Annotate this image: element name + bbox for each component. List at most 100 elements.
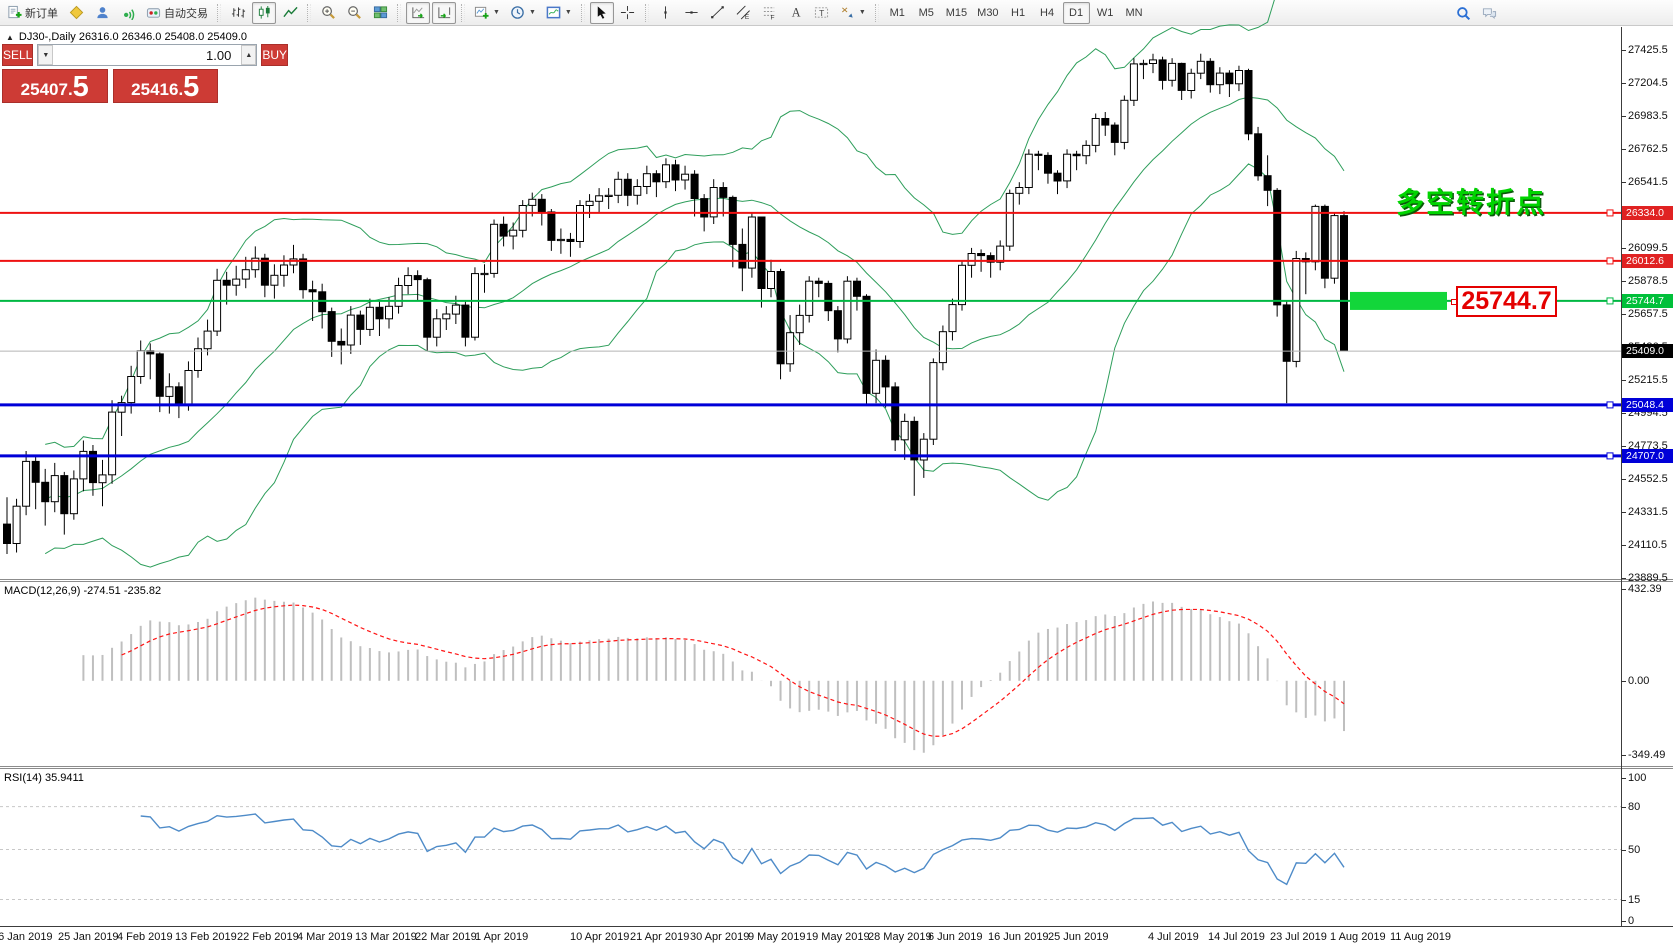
date-label: 16 Jan 2019: [0, 931, 53, 943]
timeframe-m30[interactable]: M30: [973, 2, 1002, 24]
axis-tick-label: 0.00: [1628, 674, 1650, 687]
tile-windows-button[interactable]: [368, 2, 392, 24]
timeframe-w1[interactable]: W1: [1092, 2, 1119, 24]
panel-collapse-arrow-icon[interactable]: ▲: [6, 32, 14, 42]
timeframe-mn[interactable]: MN: [1121, 2, 1148, 24]
zoom-out-icon: [347, 6, 361, 19]
timeframe-m15-label: M15: [945, 6, 968, 19]
timeframe-m5[interactable]: M5: [913, 2, 940, 24]
timeframe-h1-label: H1: [1011, 6, 1026, 19]
volume-decrease-button[interactable]: ▼: [38, 45, 54, 65]
axis-tick: [1621, 412, 1626, 414]
axis-tick-label: 25878.5: [1628, 274, 1668, 287]
svg-text:E: E: [745, 14, 750, 20]
autotrading-button[interactable]: 自动交易: [142, 2, 212, 24]
timeframe-d1-label: D1: [1069, 6, 1084, 19]
axis-tick-label: 24331.5: [1628, 505, 1668, 518]
macd-histogram: [82, 597, 1345, 753]
trendline-button[interactable]: [706, 2, 730, 24]
volume-input[interactable]: [53, 45, 242, 65]
toolbar-separator: [461, 3, 465, 22]
chart-annotation-text[interactable]: 多空转折点: [1396, 187, 1547, 218]
profile-button[interactable]: [90, 2, 114, 24]
axis-tick: [1621, 778, 1626, 779]
signals-button[interactable]: [116, 2, 140, 24]
vline-icon: [664, 6, 667, 19]
candlestick-mode-button[interactable]: [252, 1, 276, 24]
timeframe-m15[interactable]: M15: [942, 2, 971, 24]
new-chart-icon: [474, 6, 489, 19]
toolbar-separator: [307, 3, 311, 22]
crosshair-button[interactable]: [616, 2, 640, 24]
new-order-button[interactable]: 新订单: [3, 2, 62, 24]
line-endpoint-handle[interactable]: [1606, 209, 1614, 217]
zoom-out-button[interactable]: [342, 2, 366, 24]
date-label: 22 Feb 2019: [237, 931, 299, 943]
timeframe-m1[interactable]: M1: [884, 2, 911, 24]
sell-price-main: 25407.: [20, 80, 73, 99]
buy-button[interactable]: BUY: [261, 44, 289, 66]
vertical-line-button[interactable]: [654, 2, 678, 24]
date-label: 25 Jun 2019: [1048, 931, 1109, 943]
price-callout-box[interactable]: 25744.7: [1451, 286, 1557, 317]
timeframe-h1[interactable]: H1: [1005, 2, 1032, 24]
chart-shift-button[interactable]: [432, 1, 456, 24]
timeframe-d1[interactable]: D1: [1062, 1, 1090, 24]
axis-tick-label: 24110.5: [1628, 538, 1667, 551]
sell-button[interactable]: SELL: [2, 44, 34, 66]
volume-increase-button[interactable]: ▲: [241, 45, 257, 65]
metaeditor-button[interactable]: [64, 2, 88, 24]
arrows-button[interactable]: ▼: [836, 2, 870, 24]
axis-tick-label: 26099.5: [1628, 241, 1668, 254]
axis-tick-label: 25657.5: [1628, 307, 1668, 320]
axis-tick: [1621, 899, 1626, 901]
line-endpoint-handle[interactable]: [1606, 257, 1614, 265]
chart-title-text: DJ30-,Daily 26316.0 26346.0 25408.0 2540…: [18, 31, 248, 43]
fibonacci-button[interactable]: F: [758, 2, 782, 24]
price-tag: 25744.7: [1622, 293, 1673, 308]
one-click-trading-panel: SELL ▼ ▲ BUY 25407. 5 25416. 5: [2, 44, 289, 103]
autotrading-icon: [146, 8, 161, 18]
horizontal-line-button[interactable]: [680, 2, 704, 24]
cursor-button[interactable]: [589, 1, 614, 24]
channel-button[interactable]: E: [732, 2, 756, 24]
date-label: 1 Aug 2019: [1330, 931, 1386, 943]
main-chart-pane[interactable]: [0, 0, 1621, 580]
timeframe-h4[interactable]: H4: [1034, 2, 1061, 24]
line-endpoint-handle[interactable]: [1606, 401, 1614, 409]
text-button[interactable]: A: [784, 2, 808, 24]
line-endpoint-handle[interactable]: [1606, 297, 1614, 305]
price-tag: 25409.0: [1622, 344, 1673, 359]
pane-separator[interactable]: [0, 766, 1673, 769]
axis-tick: [1621, 49, 1626, 51]
axis-tick-label: 26762.5: [1628, 142, 1668, 155]
svg-text:F: F: [771, 15, 775, 20]
new-chart-button[interactable]: ▼: [470, 2, 504, 24]
pane-separator[interactable]: [0, 579, 1673, 582]
chat-button[interactable]: [1477, 2, 1501, 24]
axis-tick-label: 27204.5: [1628, 76, 1668, 89]
axis-tick-label: 23889.5: [1628, 571, 1668, 584]
search-button[interactable]: [1451, 2, 1475, 24]
text-label-button[interactable]: T: [810, 2, 834, 24]
rsi-indicator-pane[interactable]: [0, 770, 1621, 926]
macd-indicator-pane[interactable]: [0, 583, 1621, 767]
line-endpoint-handle[interactable]: [1606, 452, 1614, 460]
auto-scroll-button[interactable]: [406, 1, 430, 24]
line-chart-mode-button[interactable]: [278, 2, 302, 24]
axis-tick: [1621, 754, 1626, 756]
date-label: 11 Aug 2019: [1390, 931, 1451, 943]
axis-tick: [1621, 478, 1626, 480]
timeframe-w1-label: W1: [1096, 6, 1114, 19]
bar-chart-mode-button[interactable]: [226, 2, 250, 24]
template-button[interactable]: ▼: [542, 2, 576, 24]
buy-price-button[interactable]: 25416. 5: [112, 69, 218, 103]
date-label: 4 Feb 2019: [117, 931, 173, 943]
callout-handle[interactable]: [1451, 299, 1457, 305]
highlight-rectangle-object[interactable]: [1350, 291, 1447, 310]
axis-tick: [1621, 280, 1626, 282]
period-button[interactable]: ▼: [506, 2, 540, 24]
zoom-in-button[interactable]: [316, 2, 340, 24]
sell-price-button[interactable]: 25407. 5: [2, 69, 108, 103]
line-icon: [282, 6, 298, 18]
